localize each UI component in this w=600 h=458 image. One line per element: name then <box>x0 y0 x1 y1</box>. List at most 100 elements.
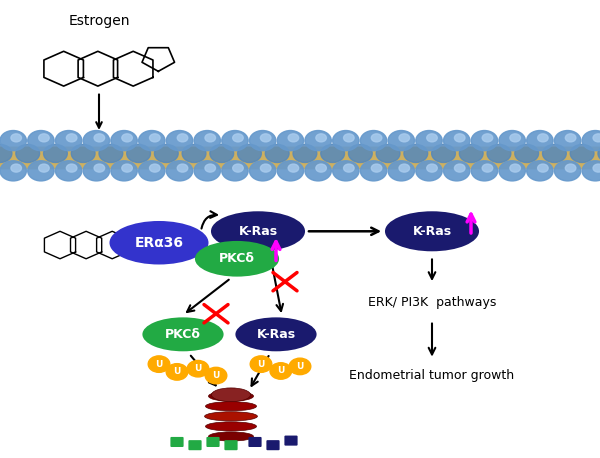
Circle shape <box>570 144 594 163</box>
FancyBboxPatch shape <box>0 147 600 169</box>
Circle shape <box>416 161 442 181</box>
Circle shape <box>289 358 311 375</box>
Circle shape <box>148 356 170 372</box>
Circle shape <box>111 161 137 181</box>
Circle shape <box>344 164 354 172</box>
Circle shape <box>182 144 206 163</box>
Circle shape <box>431 144 455 163</box>
Circle shape <box>194 161 220 181</box>
Circle shape <box>399 134 410 142</box>
Ellipse shape <box>235 317 317 351</box>
FancyBboxPatch shape <box>188 440 202 450</box>
Circle shape <box>593 164 600 172</box>
Circle shape <box>499 161 526 181</box>
Ellipse shape <box>195 241 279 277</box>
Circle shape <box>122 164 133 172</box>
Circle shape <box>250 356 272 372</box>
Text: ERα36: ERα36 <box>134 236 184 250</box>
Ellipse shape <box>385 211 479 251</box>
Circle shape <box>510 134 520 142</box>
Ellipse shape <box>205 412 257 421</box>
Circle shape <box>288 164 299 172</box>
Circle shape <box>371 134 382 142</box>
Circle shape <box>38 134 49 142</box>
Circle shape <box>460 144 483 163</box>
Circle shape <box>487 144 511 163</box>
Circle shape <box>55 131 82 151</box>
Text: ERK/ PI3K  pathways: ERK/ PI3K pathways <box>368 296 496 309</box>
Circle shape <box>538 164 548 172</box>
Circle shape <box>399 164 410 172</box>
Circle shape <box>205 164 215 172</box>
Ellipse shape <box>205 402 257 411</box>
Circle shape <box>332 131 359 151</box>
Circle shape <box>388 161 415 181</box>
Text: U: U <box>277 366 284 376</box>
Circle shape <box>233 134 243 142</box>
Circle shape <box>149 134 160 142</box>
Circle shape <box>139 161 165 181</box>
Circle shape <box>527 131 553 151</box>
Circle shape <box>11 134 22 142</box>
Circle shape <box>332 161 359 181</box>
Circle shape <box>99 144 123 163</box>
Circle shape <box>44 144 67 163</box>
Circle shape <box>205 134 215 142</box>
Circle shape <box>205 367 227 384</box>
Circle shape <box>565 134 576 142</box>
FancyBboxPatch shape <box>206 437 220 447</box>
Circle shape <box>187 360 209 377</box>
Circle shape <box>538 134 548 142</box>
Circle shape <box>321 144 344 163</box>
Circle shape <box>277 161 304 181</box>
Text: PKCδ: PKCδ <box>165 328 201 341</box>
FancyBboxPatch shape <box>266 440 280 450</box>
Circle shape <box>233 164 243 172</box>
Circle shape <box>260 134 271 142</box>
Circle shape <box>361 161 387 181</box>
Circle shape <box>593 134 600 142</box>
Circle shape <box>316 164 326 172</box>
Text: Estrogen: Estrogen <box>68 14 130 28</box>
Circle shape <box>154 144 178 163</box>
Circle shape <box>127 144 151 163</box>
Circle shape <box>28 161 54 181</box>
Circle shape <box>404 144 428 163</box>
FancyBboxPatch shape <box>170 437 184 447</box>
Circle shape <box>527 161 553 181</box>
Circle shape <box>598 144 600 163</box>
Circle shape <box>265 144 289 163</box>
Circle shape <box>427 164 437 172</box>
Circle shape <box>542 144 566 163</box>
Circle shape <box>28 131 54 151</box>
Circle shape <box>416 131 442 151</box>
FancyBboxPatch shape <box>284 436 298 446</box>
Circle shape <box>554 161 581 181</box>
Text: U: U <box>212 371 220 380</box>
Circle shape <box>222 131 248 151</box>
Text: U: U <box>155 360 163 369</box>
Circle shape <box>210 144 233 163</box>
Text: PKCδ: PKCδ <box>219 252 255 265</box>
Circle shape <box>250 131 276 151</box>
FancyBboxPatch shape <box>248 437 262 447</box>
Circle shape <box>166 161 193 181</box>
Ellipse shape <box>212 388 251 402</box>
Circle shape <box>177 164 188 172</box>
Circle shape <box>427 134 437 142</box>
Text: U: U <box>257 360 265 369</box>
Circle shape <box>443 161 470 181</box>
Circle shape <box>454 164 465 172</box>
Circle shape <box>177 134 188 142</box>
Circle shape <box>376 144 400 163</box>
Circle shape <box>0 131 26 151</box>
Ellipse shape <box>205 422 257 431</box>
Text: Endometrial tumor growth: Endometrial tumor growth <box>349 369 515 382</box>
Circle shape <box>482 134 493 142</box>
Circle shape <box>344 134 354 142</box>
Circle shape <box>288 134 299 142</box>
Circle shape <box>139 131 165 151</box>
Circle shape <box>499 131 526 151</box>
Circle shape <box>11 164 22 172</box>
Text: K-Ras: K-Ras <box>412 225 452 238</box>
